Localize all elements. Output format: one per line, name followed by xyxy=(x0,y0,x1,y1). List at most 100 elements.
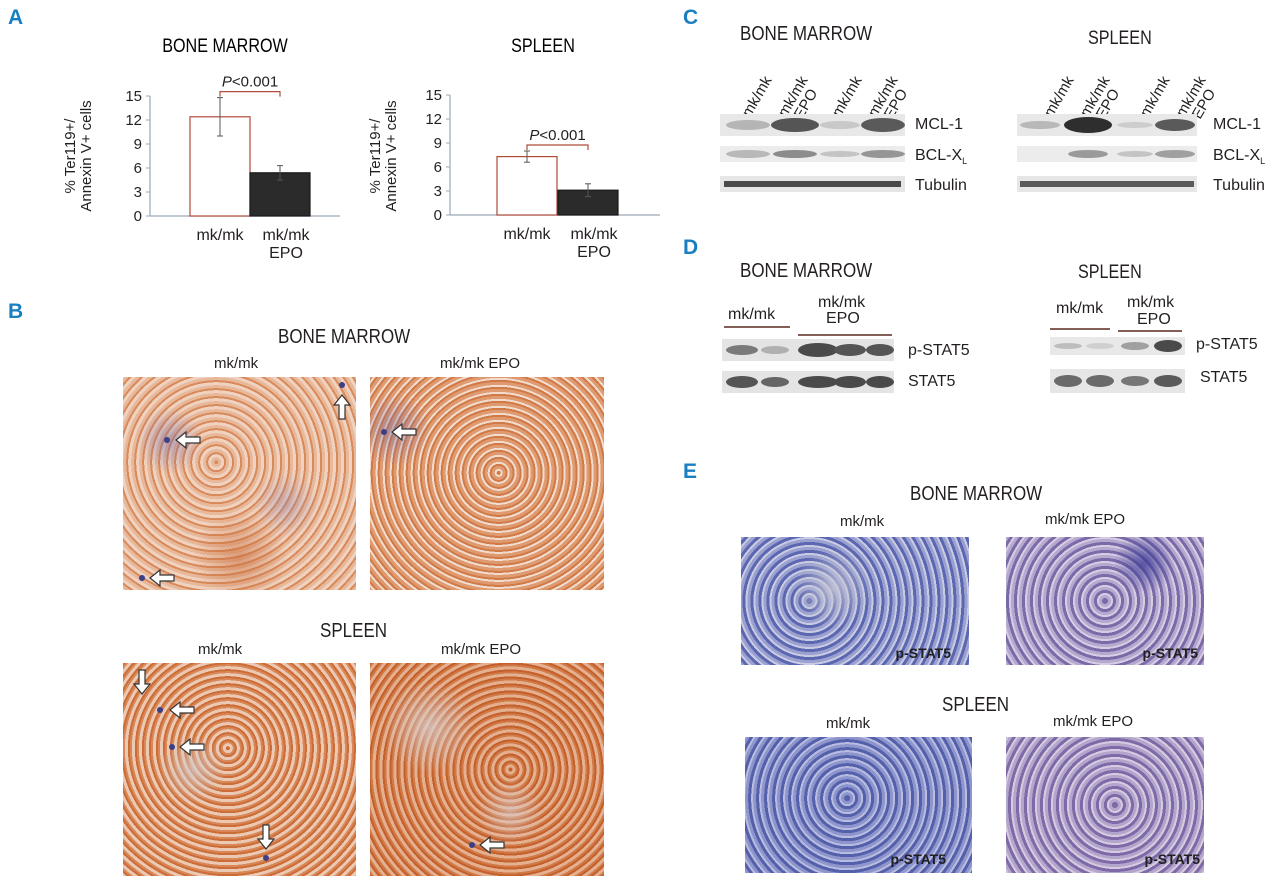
micrograph-b-bm-mkmk-epo xyxy=(370,377,604,590)
d-spleen-title: SPLEEN xyxy=(1078,262,1142,283)
arrow-left-icon xyxy=(149,568,175,588)
y-axis-label-line1: % Ter119+/ xyxy=(62,118,79,194)
y-tick-label: 12 xyxy=(425,111,442,128)
micrograph-b-spleen-mkmk-epo xyxy=(370,663,604,876)
y-tick-label: 0 xyxy=(434,207,442,224)
e-bm-col-right-label: mk/mk EPO xyxy=(1045,511,1126,528)
d-sp-row-pstat5: p-STAT5 xyxy=(1196,336,1258,353)
micrograph-e-bm-mkmk-epo: p-STAT5 xyxy=(1006,537,1204,665)
b-arrows xyxy=(132,382,505,861)
d-sp-row-stat5: STAT5 xyxy=(1200,369,1248,386)
b-spleen-col-left-label: mk/mk xyxy=(198,641,243,658)
e-spleen-title: SPLEEN xyxy=(942,694,1010,716)
x-tick-label: EPO xyxy=(577,244,611,261)
chart-title-bone-marrow: BONE MARROW xyxy=(162,35,288,57)
significance-bracket xyxy=(219,91,281,97)
e-tag: p-STAT5 xyxy=(1142,645,1198,661)
d-sp-group-right-2: EPO xyxy=(1137,311,1171,328)
y-axis-label-line1: % Ter119+/ xyxy=(367,118,384,194)
panel-letter-e: E xyxy=(683,460,698,483)
chart-bone-marrow: 0 3 6 9 12 15 % Ter119+/Annexin V+ cells P<0.00… xyxy=(62,74,340,262)
c-bone-marrow-title: BONE MARROW xyxy=(740,23,873,45)
c-lane-labels: mk/mk mk/mk EPO mk/mk mk/mk EPO mk/mk mk… xyxy=(739,73,1220,122)
arrow-up-icon xyxy=(332,394,352,420)
y-axis-label-line2: Annexin V+ cells xyxy=(383,100,400,211)
y-tick-label: 0 xyxy=(134,208,142,225)
arrow-left-icon xyxy=(391,422,417,442)
y-tick-label: 9 xyxy=(434,135,442,152)
d-sp-group-left: mk/mk xyxy=(1056,300,1104,317)
p-value-label: P<0.001 xyxy=(529,127,585,144)
bar-mkmk xyxy=(496,156,558,216)
arrow-left-icon xyxy=(479,835,505,855)
b-spleen-col-right-label: mk/mk EPO xyxy=(441,641,522,658)
y-tick-label: 15 xyxy=(425,87,442,104)
y-tick-label: 3 xyxy=(134,184,142,201)
x-tick-label: mk/mk xyxy=(503,226,551,243)
p-value-label: P<0.001 xyxy=(222,74,278,91)
e-tag: p-STAT5 xyxy=(890,851,946,867)
c-sp-row-tubulin: Tubulin xyxy=(1213,177,1265,194)
d-bm-group-left: mk/mk xyxy=(728,306,776,323)
c-blots xyxy=(720,114,1197,192)
c-bm-row-bclx: BCL-XL xyxy=(915,147,967,166)
c-bm-row-mcl1: MCL-1 xyxy=(915,116,964,133)
y-axis-label-line2: Annexin V+ cells xyxy=(78,100,95,211)
arrow-left-icon xyxy=(175,430,201,450)
significance-bracket xyxy=(526,144,589,150)
c-bm-bclx-text: BCL-X xyxy=(915,147,963,164)
d-bm-row-pstat5: p-STAT5 xyxy=(908,342,970,359)
chart-spleen: 0 3 6 9 12 15 % Ter119+/Annexin V+ cells P<0.00… xyxy=(367,87,660,261)
micrograph-b-spleen-mkmk xyxy=(123,663,356,876)
c-sp-bclx-sub: L xyxy=(1260,156,1266,167)
y-tick-label: 12 xyxy=(125,112,142,129)
micrograph-b-bm-mkmk xyxy=(123,377,356,590)
c-sp-row-mcl1: MCL-1 xyxy=(1213,116,1262,133)
arrow-left-icon xyxy=(179,737,205,757)
b-bone-marrow-title: BONE MARROW xyxy=(278,326,411,348)
chart-title-spleen: SPLEEN xyxy=(511,35,575,57)
d-bm-group-right-2: EPO xyxy=(826,310,860,327)
x-tick-label: EPO xyxy=(269,245,303,262)
p-value-rest: <0.001 xyxy=(539,127,585,144)
y-tick-label: 6 xyxy=(434,159,442,176)
c-sp-row-bclx: BCL-XL xyxy=(1213,147,1265,166)
d-bm-row-stat5: STAT5 xyxy=(908,373,956,390)
x-tick-label: mk/mk xyxy=(196,227,244,244)
e-tag: p-STAT5 xyxy=(1144,851,1200,867)
p-value-italic: P xyxy=(222,74,232,91)
micrograph-e-spleen-mkmk-epo: p-STAT5 xyxy=(1006,737,1204,873)
d-blots xyxy=(722,326,1185,393)
arrow-down-icon xyxy=(132,669,152,695)
e-sp-col-right-label: mk/mk EPO xyxy=(1053,713,1134,730)
x-tick-label: mk/mk xyxy=(570,226,618,243)
e-tag: p-STAT5 xyxy=(895,645,951,661)
b-spleen-title: SPLEEN xyxy=(320,620,388,642)
micrograph-e-spleen-mkmk: p-STAT5 xyxy=(745,737,972,873)
c-spleen-title: SPLEEN xyxy=(1088,28,1152,49)
y-tick-label: 9 xyxy=(134,136,142,153)
e-bm-col-left-label: mk/mk xyxy=(840,513,885,530)
arrow-down-icon xyxy=(256,824,276,850)
y-tick-label: 3 xyxy=(434,183,442,200)
micrograph-e-bm-mkmk: p-STAT5 xyxy=(741,537,969,665)
y-tick-label: 6 xyxy=(134,160,142,177)
c-bm-row-tubulin: Tubulin xyxy=(915,177,967,194)
d-bm-group-right-1: mk/mk xyxy=(818,294,866,311)
b-bm-col-right-label: mk/mk EPO xyxy=(440,355,521,372)
d-bone-marrow-title: BONE MARROW xyxy=(740,260,873,282)
p-value-rest: <0.001 xyxy=(232,74,278,91)
panel-letter-d: D xyxy=(683,236,699,259)
y-tick-label: 15 xyxy=(125,88,142,105)
p-value-italic: P xyxy=(529,127,539,144)
c-bm-bclx-sub: L xyxy=(962,156,968,167)
e-bone-marrow-title: BONE MARROW xyxy=(910,483,1043,505)
c-sp-bclx-text: BCL-X xyxy=(1213,147,1261,164)
x-tick-label: mk/mk xyxy=(262,227,310,244)
b-bm-col-left-label: mk/mk xyxy=(214,355,259,372)
e-sp-col-left-label: mk/mk xyxy=(826,715,871,732)
d-sp-group-right-1: mk/mk xyxy=(1127,294,1175,311)
panel-letter-a: A xyxy=(8,6,24,29)
panel-letter-b: B xyxy=(8,300,24,323)
